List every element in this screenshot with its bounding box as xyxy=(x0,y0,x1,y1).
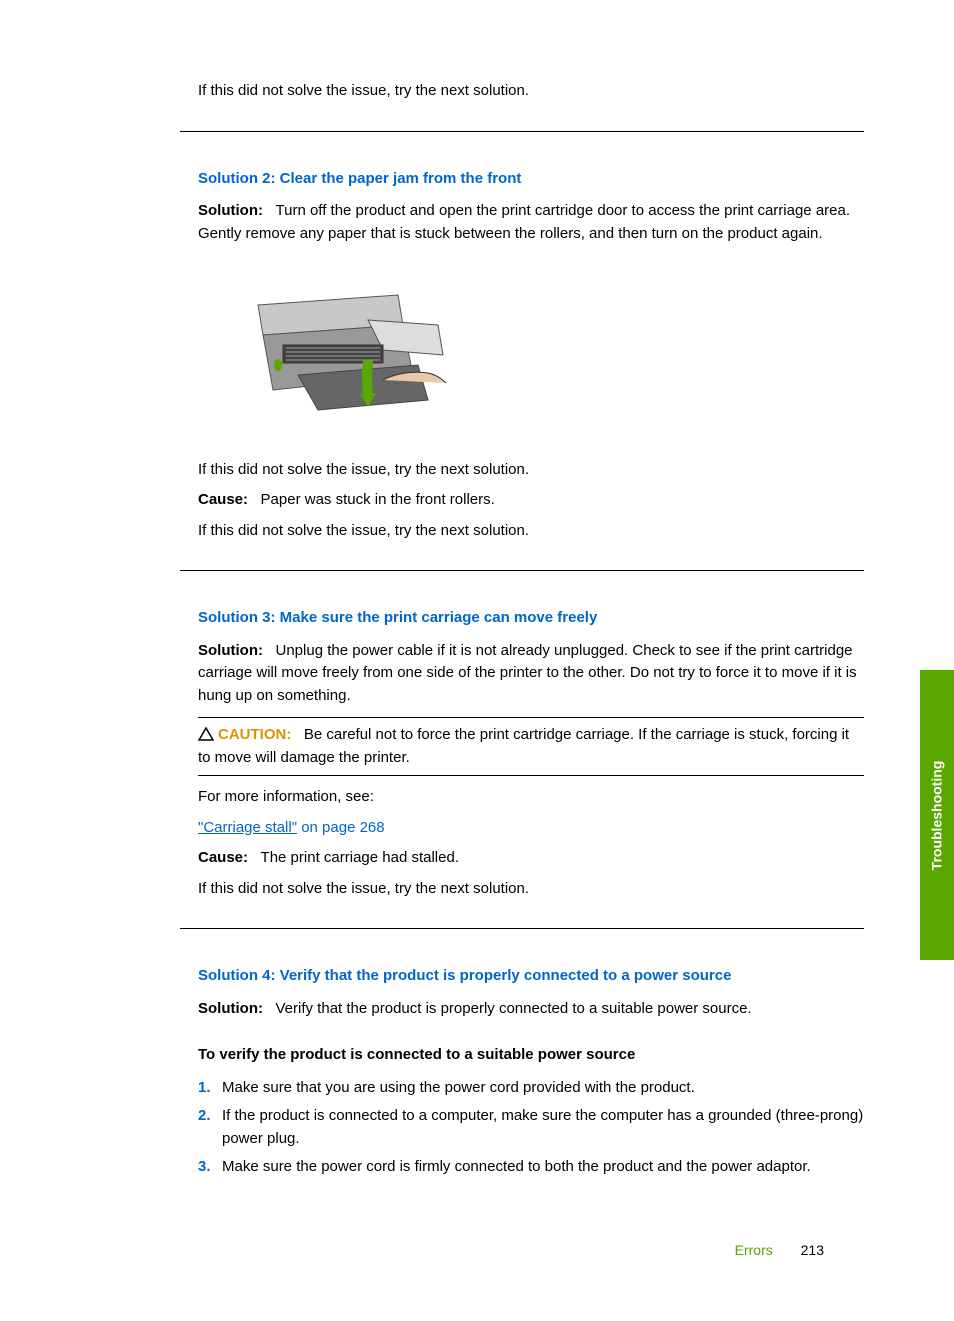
solution-2-block: Solution 2: Clear the paper jam from the… xyxy=(180,168,864,543)
solution-3-body: Solution: Unplug the power cable if it i… xyxy=(198,640,864,708)
solution-label: Solution: xyxy=(198,202,263,219)
step-number: 3. xyxy=(198,1156,222,1179)
solution-label: Solution: xyxy=(198,1000,263,1017)
cause-text: The print carriage had stalled. xyxy=(261,849,459,866)
solution-4-block: Solution 4: Verify that the product is p… xyxy=(180,965,864,1179)
step-text: Make sure that you are using the power c… xyxy=(222,1077,695,1100)
solution-4-body: Solution: Verify that the product is pro… xyxy=(198,998,864,1021)
solution-3-after: If this did not solve the issue, try the… xyxy=(198,878,864,901)
caution-icon xyxy=(198,726,214,740)
divider xyxy=(180,928,864,929)
caution-label: CAUTION: xyxy=(218,726,291,743)
solution-2-after1: If this did not solve the issue, try the… xyxy=(198,459,864,482)
solution-4-title: Solution 4: Verify that the product is p… xyxy=(198,965,864,988)
caution-text: Be careful not to force the print cartri… xyxy=(198,726,849,766)
carriage-stall-link[interactable]: "Carriage stall" xyxy=(198,819,297,836)
solution-2-after2: If this did not solve the issue, try the… xyxy=(198,520,864,543)
list-item: 3. Make sure the power cord is firmly co… xyxy=(198,1156,864,1179)
solution-4-text: Verify that the product is properly conn… xyxy=(276,1000,752,1017)
solution-3-block: Solution 3: Make sure the print carriage… xyxy=(180,607,864,900)
list-item: 2. If the product is connected to a comp… xyxy=(198,1105,864,1150)
step-number: 1. xyxy=(198,1077,222,1100)
footer-section: Errors xyxy=(735,1242,773,1258)
printer-illustration xyxy=(228,265,864,433)
solution-2-body: Solution: Turn off the product and open … xyxy=(198,200,864,245)
solution-label: Solution: xyxy=(198,642,263,659)
step-number: 2. xyxy=(198,1105,222,1150)
more-info-label: For more information, see: xyxy=(198,786,864,809)
cause-label: Cause: xyxy=(198,849,248,866)
solution-3-text: Unplug the power cable if it is not alre… xyxy=(198,642,857,704)
footer-page-number: 213 xyxy=(801,1242,824,1258)
divider xyxy=(180,570,864,571)
solution-2-title: Solution 2: Clear the paper jam from the… xyxy=(198,168,864,191)
link-page-ref: on page 268 xyxy=(297,819,385,836)
solution-4-subheading: To verify the product is connected to a … xyxy=(198,1044,864,1067)
solution-2-text: Turn off the product and open the print … xyxy=(198,202,850,242)
steps-list: 1. Make sure that you are using the powe… xyxy=(198,1077,864,1179)
side-tab-label: Troubleshooting xyxy=(927,760,948,870)
carriage-stall-link-line: "Carriage stall" on page 268 xyxy=(198,817,864,840)
side-tab: Troubleshooting xyxy=(920,670,954,960)
cause-label: Cause: xyxy=(198,491,248,508)
caution-box: CAUTION: Be careful not to force the pri… xyxy=(198,717,864,776)
step-text: If the product is connected to a compute… xyxy=(222,1105,864,1150)
solution-3-cause: Cause: The print carriage had stalled. xyxy=(198,847,864,870)
list-item: 1. Make sure that you are using the powe… xyxy=(198,1077,864,1100)
step-text: Make sure the power cord is firmly conne… xyxy=(222,1156,811,1179)
divider xyxy=(180,131,864,132)
intro-text: If this did not solve the issue, try the… xyxy=(198,80,864,103)
solution-2-cause: Cause: Paper was stuck in the front roll… xyxy=(198,489,864,512)
page-footer: Errors 213 xyxy=(735,1240,824,1261)
solution-3-title: Solution 3: Make sure the print carriage… xyxy=(198,607,864,630)
cause-text: Paper was stuck in the front rollers. xyxy=(261,491,495,508)
